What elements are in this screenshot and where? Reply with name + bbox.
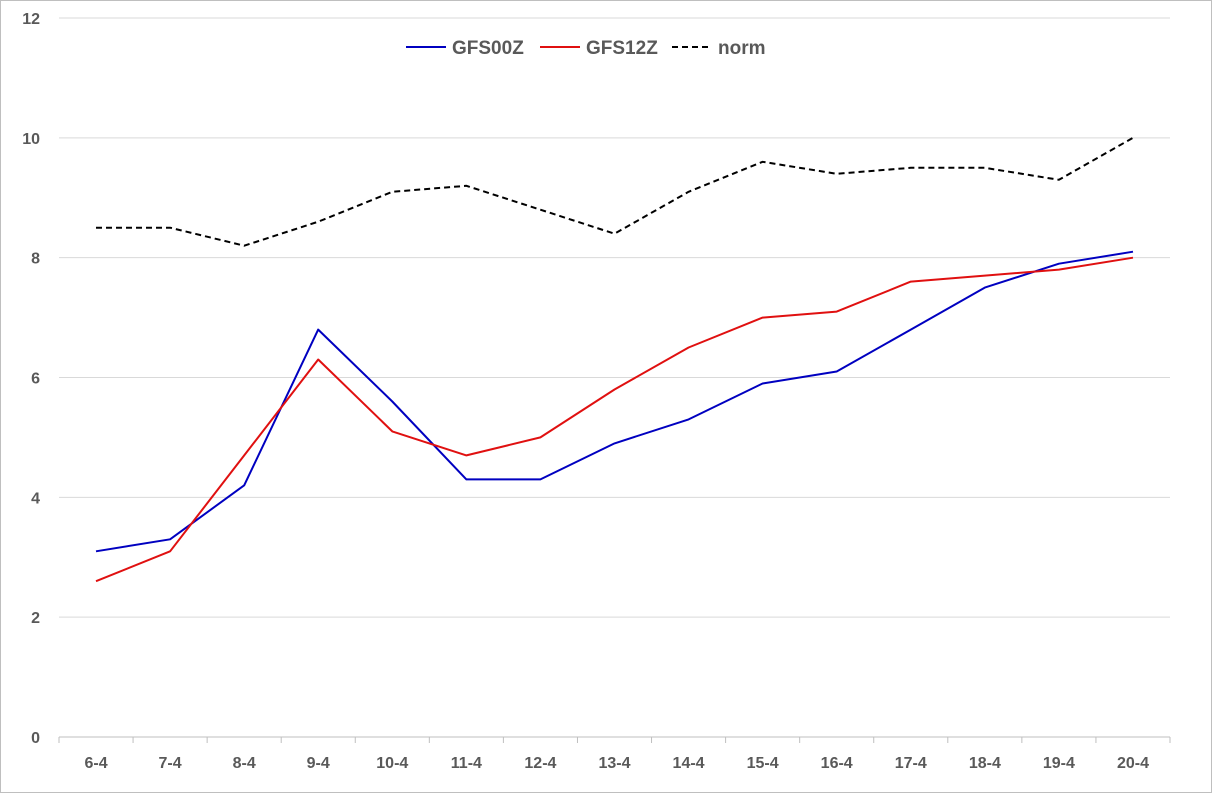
y-tick-labels: 0 2 4 6 8 10 12 xyxy=(22,11,40,747)
series-lines xyxy=(95,136,1134,583)
x-tick-label: 17-4 xyxy=(895,755,927,772)
legend: GFS00Z GFS12Z norm xyxy=(406,38,766,59)
x-tick-label: 7-4 xyxy=(159,755,182,772)
legend-label-norm: norm xyxy=(718,38,766,59)
series-line-gfs12z xyxy=(95,256,1134,583)
x-tick-label: 18-4 xyxy=(969,755,1001,772)
x-tick-label: 9-4 xyxy=(307,755,330,772)
x-tick-label: 16-4 xyxy=(821,755,853,772)
x-tick-label: 20-4 xyxy=(1117,755,1149,772)
x-tick-label: 12-4 xyxy=(524,755,556,772)
x-axis xyxy=(58,736,1171,743)
y-tick-label: 8 xyxy=(31,251,40,268)
x-tick-label: 10-4 xyxy=(376,755,408,772)
x-tick-label: 13-4 xyxy=(598,755,630,772)
legend-label-gfs12z: GFS12Z xyxy=(586,38,658,59)
series-line-norm xyxy=(96,136,1134,247)
x-tick-label: 6-4 xyxy=(84,755,107,772)
gridlines xyxy=(59,17,1170,618)
x-tick-label: 19-4 xyxy=(1043,755,1075,772)
y-tick-label: 12 xyxy=(22,11,40,28)
y-tick-label: 6 xyxy=(31,371,40,388)
y-tick-label: 4 xyxy=(31,490,40,507)
y-tick-label: 2 xyxy=(31,610,40,627)
x-tick-labels: 6-4 7-4 8-4 9-4 10-4 11-4 12-4 13-4 14-4 15-4 16-4… xyxy=(84,755,1149,772)
legend-label-gfs00z: GFS00Z xyxy=(452,38,524,59)
x-tick-label: 14-4 xyxy=(673,755,705,772)
x-tick-label: 15-4 xyxy=(747,755,779,772)
y-tick-label: 0 xyxy=(31,730,40,747)
x-tick-label: 11-4 xyxy=(451,755,482,772)
y-tick-label: 10 xyxy=(22,131,40,148)
x-tick-label: 8-4 xyxy=(233,755,256,772)
series-line-gfs00z xyxy=(95,250,1134,553)
